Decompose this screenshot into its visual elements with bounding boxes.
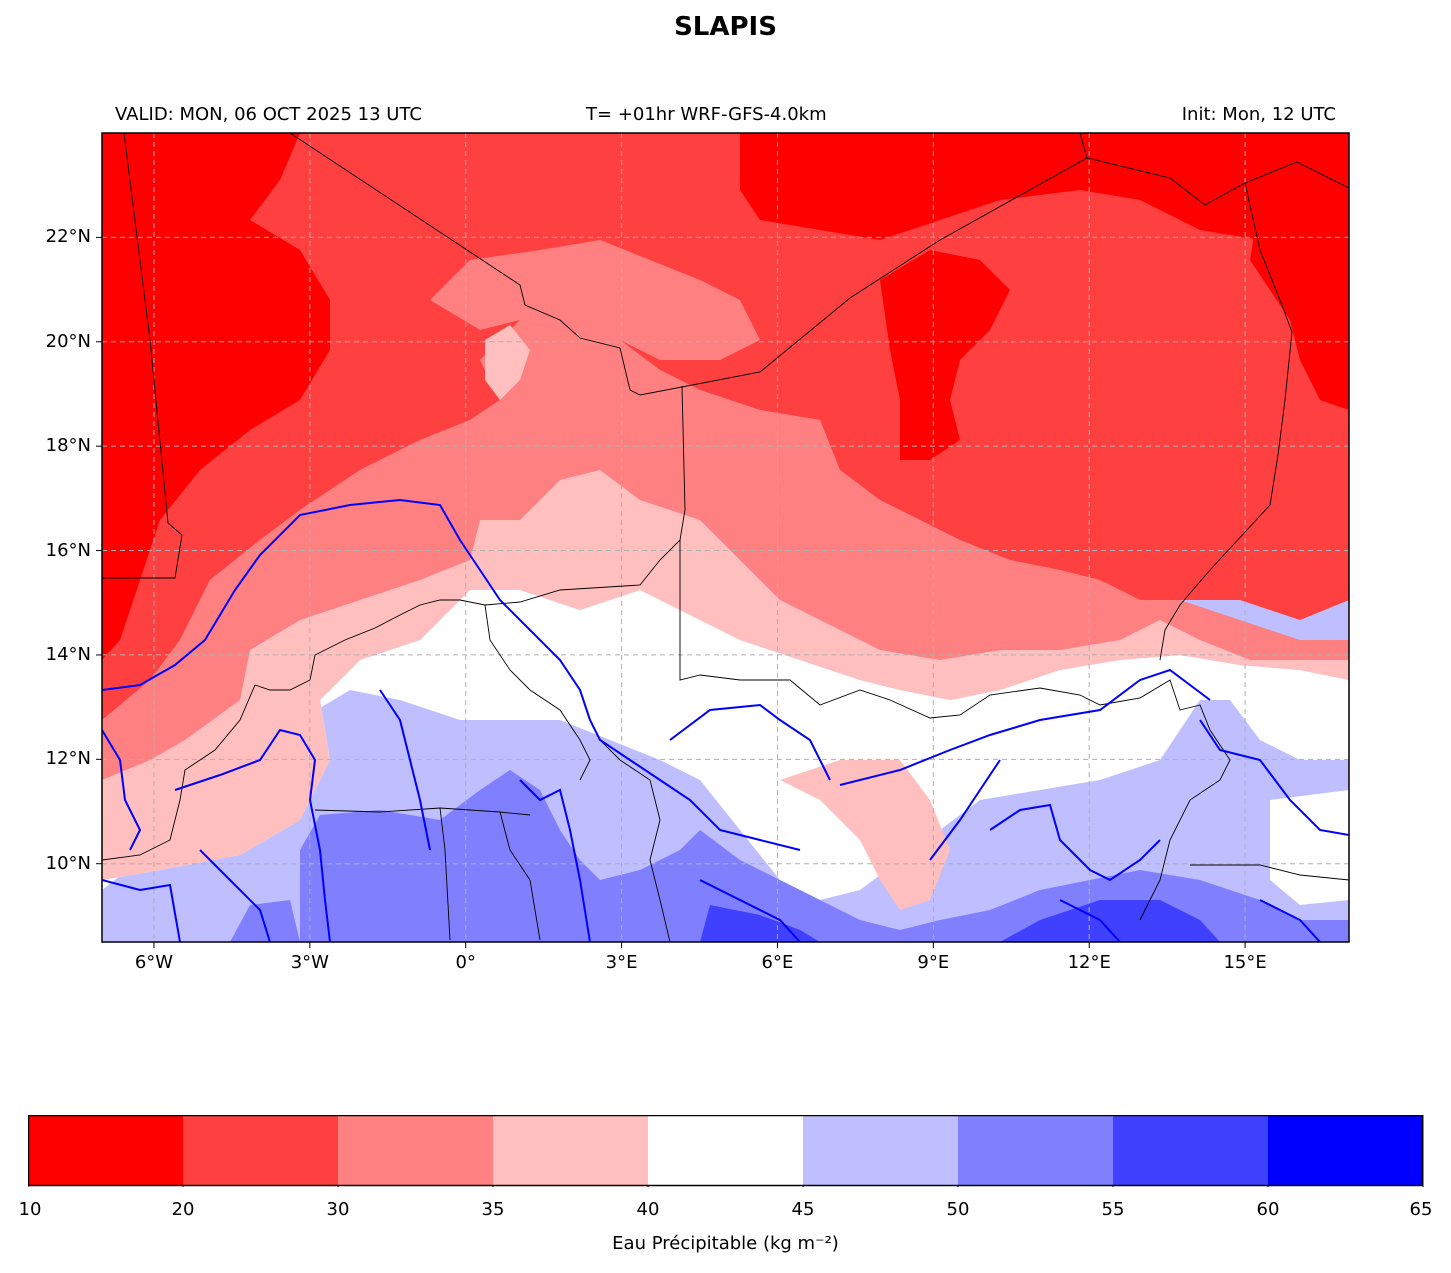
colorbar-tick-label: 20 [171, 1199, 195, 1220]
map-frame [101, 132, 1350, 943]
colorbar-tick-label: 30 [326, 1199, 350, 1220]
field-40-45-east [1270, 790, 1349, 905]
colorbar-swatch [803, 1115, 959, 1186]
colorbar-swatch [28, 1115, 184, 1186]
colorbar-tick-label: 55 [1101, 1199, 1125, 1220]
colorbar-swatch [1113, 1115, 1269, 1186]
field-50-55-south-west [230, 900, 300, 942]
x-tick-label: 0° [455, 952, 476, 973]
colorbar-frame [28, 1115, 1424, 1187]
y-tick-label: 20°N [45, 330, 91, 352]
field-10-20-central [880, 250, 1010, 460]
x-tick-label: 9°E [917, 952, 950, 973]
y-tick-label: 18°N [45, 435, 91, 457]
x-tick-label: 3°W [290, 952, 329, 973]
rivers [102, 498, 1349, 942]
country-borders [102, 133, 1349, 942]
colorbar-tick-label: 35 [481, 1199, 505, 1220]
field-50-55 [300, 770, 1349, 942]
field-55-60 [700, 905, 820, 942]
forecast-model-label: T= +01hr WRF-GFS-4.0km [586, 104, 827, 125]
field-35-40 [102, 470, 1349, 880]
colorbar-swatch [338, 1115, 494, 1186]
field-30-35 [102, 320, 1349, 780]
colorbar-swatch [648, 1115, 804, 1186]
colorbar-tick-label: 45 [791, 1199, 815, 1220]
colorbar-tick-label: 60 [1256, 1199, 1280, 1220]
colorbar-tick-label: 40 [636, 1199, 660, 1220]
field-10-20-west [102, 133, 330, 660]
field-10-20-north [740, 133, 1349, 240]
field-20-30 [102, 133, 1349, 720]
y-tick-label: 14°N [45, 643, 91, 665]
precipitable-water-map [96, 132, 1350, 948]
colorbar-tick-label: 10 [18, 1199, 42, 1220]
colorbar-swatch [1268, 1115, 1424, 1186]
colorbar [28, 1115, 1424, 1187]
x-tick-label: 12°E [1067, 952, 1111, 973]
colorbar-swatch [493, 1115, 649, 1186]
x-tick-label: 6°W [134, 952, 174, 973]
valid-time-label: VALID: MON, 06 OCT 2025 13 UTC [115, 104, 422, 125]
init-time-label: Init: Mon, 12 UTC [1181, 104, 1336, 125]
field-55-60-east [1000, 900, 1220, 942]
field-40-45 [102, 590, 1349, 942]
colorbar-swatch [183, 1115, 339, 1186]
y-tick-label: 16°N [45, 539, 91, 561]
colorbar-tick-label: 65 [1409, 1199, 1433, 1220]
field-35-40-blob [780, 760, 950, 910]
field-10-20-east [1250, 190, 1349, 410]
map-field [102, 133, 1349, 942]
colorbar-swatch [958, 1115, 1114, 1186]
x-tick-label: 15°E [1223, 952, 1267, 973]
y-tick-label: 12°N [45, 748, 91, 770]
field-35-40-north [485, 325, 530, 400]
colorbar-tick-label: 50 [946, 1199, 970, 1220]
colorbar-swatches [28, 1115, 1424, 1186]
field-30-35-north [430, 240, 760, 360]
chart-title: SLAPIS [674, 12, 777, 42]
y-tick-label: 22°N [45, 226, 91, 248]
axis-ticks [96, 236, 1246, 948]
colorbar-tick-marks [28, 1185, 1424, 1187]
x-tick-label: 3°E [605, 952, 638, 973]
gridlines [102, 133, 1349, 942]
y-tick-label: 10°N [45, 852, 91, 874]
colorbar-label: Eau Précipitable (kg m⁻²) [612, 1233, 839, 1254]
x-tick-label: 6°E [761, 952, 794, 973]
